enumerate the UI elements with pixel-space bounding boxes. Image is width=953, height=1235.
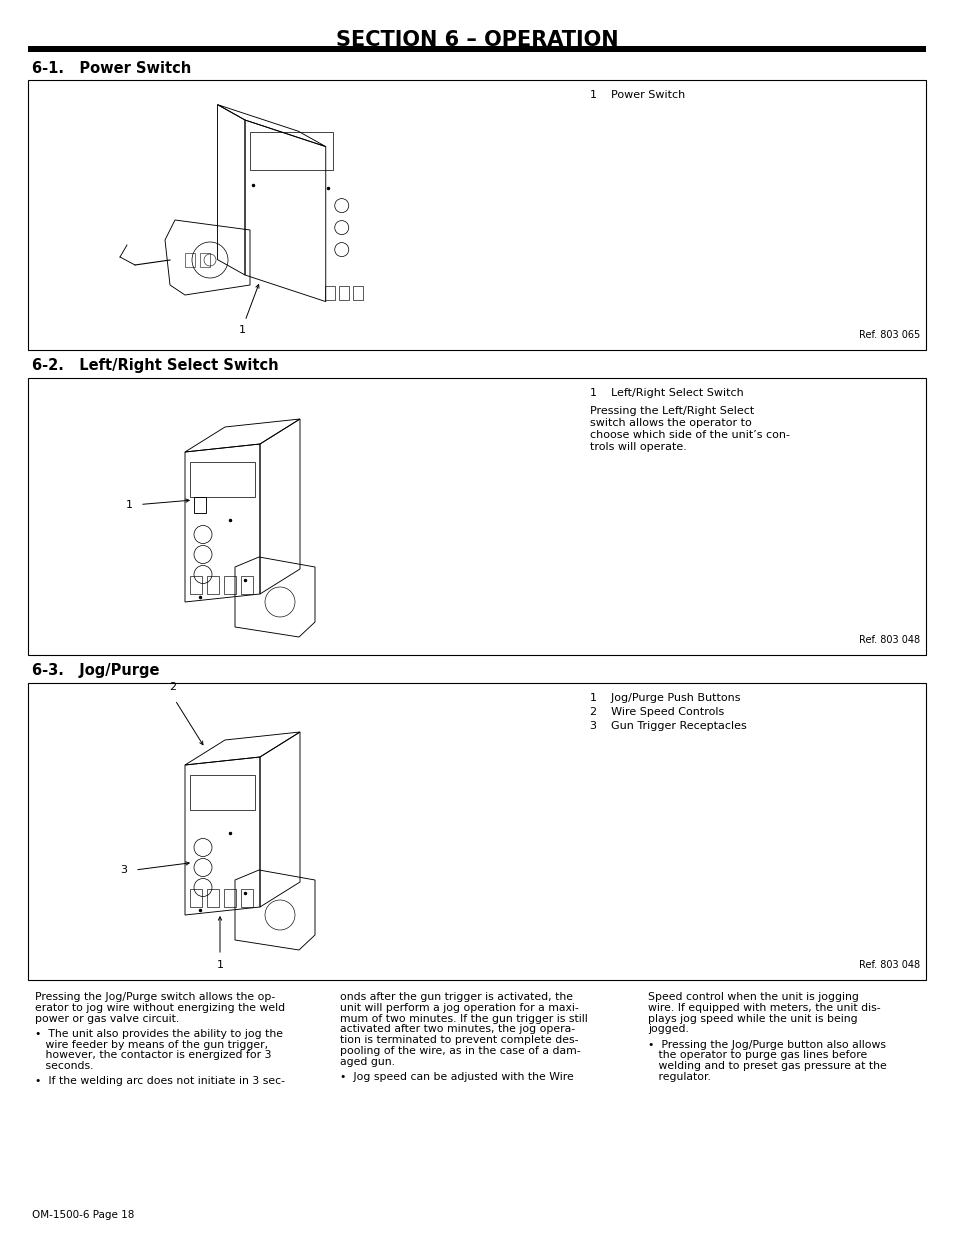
Text: Pressing the Left/Right Select: Pressing the Left/Right Select (589, 406, 754, 416)
Bar (28, 378, 925, 655)
Bar (224, 576, 235, 594)
Text: the operator to purge gas lines before: the operator to purge gas lines before (647, 1050, 866, 1061)
Bar (241, 889, 253, 906)
Text: 6-1.   Power Switch: 6-1. Power Switch (32, 61, 191, 77)
Bar (200, 253, 210, 267)
Text: •  If the welding arc does not initiate in 3 sec-: • If the welding arc does not initiate i… (35, 1076, 285, 1087)
Text: unit will perform a jog operation for a maxi-: unit will perform a jog operation for a … (339, 1003, 578, 1013)
Bar (207, 889, 219, 906)
Text: trols will operate.: trols will operate. (589, 442, 686, 452)
Bar (224, 889, 235, 906)
Text: power or gas valve circuit.: power or gas valve circuit. (35, 1014, 179, 1024)
Bar (185, 253, 194, 267)
Bar (28, 683, 925, 981)
Text: regulator.: regulator. (647, 1072, 710, 1082)
Text: pooling of the wire, as in the case of a dam-: pooling of the wire, as in the case of a… (339, 1046, 580, 1056)
Text: wire. If equipped with meters, the unit dis-: wire. If equipped with meters, the unit … (647, 1003, 880, 1013)
Text: Pressing the Jog/Purge switch allows the op-: Pressing the Jog/Purge switch allows the… (35, 992, 275, 1002)
Text: Speed control when the unit is jogging: Speed control when the unit is jogging (647, 992, 858, 1002)
Text: Ref. 803 048: Ref. 803 048 (858, 960, 919, 969)
Text: 1: 1 (238, 325, 245, 335)
Bar (324, 285, 335, 300)
Text: seconds.: seconds. (35, 1061, 93, 1071)
Text: switch allows the operator to: switch allows the operator to (589, 417, 751, 429)
Text: 3    Gun Trigger Receptacles: 3 Gun Trigger Receptacles (589, 721, 746, 731)
Text: mum of two minutes. If the gun trigger is still: mum of two minutes. If the gun trigger i… (339, 1014, 587, 1024)
Bar (28, 80, 925, 350)
Text: 1: 1 (126, 499, 132, 510)
Text: 2    Wire Speed Controls: 2 Wire Speed Controls (589, 706, 723, 718)
Bar (190, 889, 202, 906)
Text: Ref. 803 065: Ref. 803 065 (858, 330, 919, 340)
Text: tion is terminated to prevent complete des-: tion is terminated to prevent complete d… (339, 1035, 578, 1045)
Text: •  The unit also provides the ability to jog the: • The unit also provides the ability to … (35, 1029, 283, 1039)
Text: 1    Power Switch: 1 Power Switch (589, 90, 684, 100)
Bar (353, 285, 362, 300)
Text: onds after the gun trigger is activated, the: onds after the gun trigger is activated,… (339, 992, 573, 1002)
Text: Ref. 803 048: Ref. 803 048 (858, 635, 919, 645)
Bar (193, 496, 206, 513)
Text: erator to jog wire without energizing the weld: erator to jog wire without energizing th… (35, 1003, 285, 1013)
Text: 2: 2 (170, 682, 176, 692)
Text: 1    Jog/Purge Push Buttons: 1 Jog/Purge Push Buttons (589, 693, 740, 703)
Text: plays jog speed while the unit is being: plays jog speed while the unit is being (647, 1014, 857, 1024)
Bar (207, 576, 219, 594)
Bar (190, 462, 254, 496)
Text: however, the contactor is energized for 3: however, the contactor is energized for … (35, 1050, 272, 1061)
Bar (250, 132, 333, 170)
Text: •  Jog speed can be adjusted with the Wire: • Jog speed can be adjusted with the Wir… (339, 1072, 573, 1082)
Text: welding and to preset gas pressure at the: welding and to preset gas pressure at th… (647, 1061, 886, 1071)
Text: 1    Left/Right Select Switch: 1 Left/Right Select Switch (589, 388, 743, 398)
Bar (241, 576, 253, 594)
Text: wire feeder by means of the gun trigger,: wire feeder by means of the gun trigger, (35, 1040, 268, 1050)
Bar (28, 46, 925, 52)
Text: •  Pressing the Jog/Purge button also allows: • Pressing the Jog/Purge button also all… (647, 1040, 885, 1050)
Text: aged gun.: aged gun. (339, 1057, 395, 1067)
Text: choose which side of the unit’s con-: choose which side of the unit’s con- (589, 430, 789, 440)
Text: activated after two minutes, the jog opera-: activated after two minutes, the jog ope… (339, 1024, 575, 1035)
Text: jogged.: jogged. (647, 1024, 688, 1035)
Text: 3: 3 (120, 864, 127, 876)
Text: 6-2.   Left/Right Select Switch: 6-2. Left/Right Select Switch (32, 358, 278, 373)
Text: OM-1500-6 Page 18: OM-1500-6 Page 18 (32, 1210, 134, 1220)
Bar (190, 576, 202, 594)
Text: 1: 1 (216, 960, 223, 969)
Bar (338, 285, 349, 300)
Text: SECTION 6 – OPERATION: SECTION 6 – OPERATION (335, 30, 618, 49)
Bar (190, 776, 254, 810)
Text: 6-3.   Jog/Purge: 6-3. Jog/Purge (32, 663, 159, 678)
